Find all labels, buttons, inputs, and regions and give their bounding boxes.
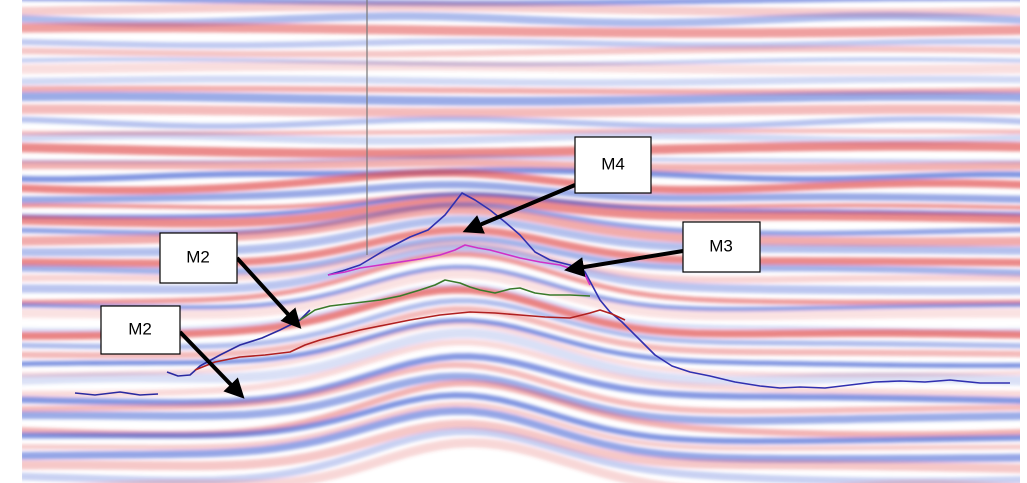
label-m3: M3 — [709, 236, 733, 255]
label-m2-lower: M2 — [128, 319, 152, 338]
seismic-band — [20, 135, 1025, 141]
seismic-band — [20, 28, 1025, 33]
label-m2-upper: M2 — [186, 247, 210, 266]
seismic-band — [20, 79, 1025, 83]
seismic-band — [20, 42, 1025, 46]
seismic-band — [20, 146, 1025, 154]
seismic-band — [20, 96, 1025, 101]
seismic-band — [20, 109, 1025, 113]
label-m4: M4 — [601, 154, 625, 173]
seismic-band — [20, 89, 1025, 92]
seismic-band — [20, 66, 1025, 70]
seismic-band — [20, 6, 1025, 12]
seismic-band — [20, 163, 1025, 169]
seismic-band — [20, 49, 1025, 54]
seismic-band — [20, 119, 1025, 126]
seismic-band — [20, 16, 1025, 23]
seismic-band — [20, 0, 1025, 3]
seismic-figure: M4 M3 M2 M2 — [0, 0, 1027, 483]
